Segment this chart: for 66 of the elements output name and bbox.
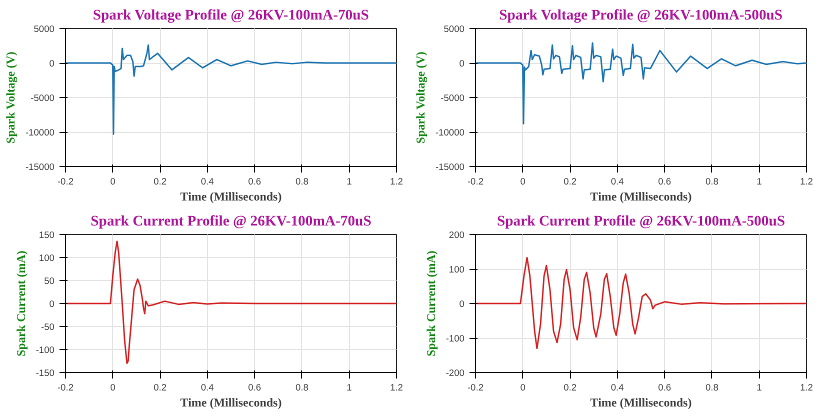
x-tick-label: 0.8 xyxy=(295,382,308,392)
x-tick-label: 0.8 xyxy=(295,176,308,186)
x-axis-title: Time (Milliseconds) xyxy=(180,396,282,410)
x-tick-label: 0.2 xyxy=(154,176,167,186)
y-tick-label: 50 xyxy=(44,276,55,286)
y-tick-label: 0 xyxy=(459,58,465,68)
y-tick-label: 0 xyxy=(49,299,55,309)
x-tick-label: 1.2 xyxy=(390,382,403,392)
y-tick-label: 5000 xyxy=(444,24,465,34)
y-axis-title: Spark Current (mA) xyxy=(424,250,438,356)
x-tick-label: 0 xyxy=(110,382,116,392)
x-tick-label: 0.2 xyxy=(154,382,167,392)
x-tick-label: -0.2 xyxy=(57,382,74,392)
chart-title: Spark Current Profile @ 26KV-100mA-70uS xyxy=(90,214,372,230)
y-tick-label: -5000 xyxy=(30,93,54,103)
x-tick-label: -0.2 xyxy=(57,176,74,186)
x-tick-label: 0.8 xyxy=(705,382,718,392)
x-tick-label: 0.4 xyxy=(200,176,214,186)
y-tick-label: -200 xyxy=(446,368,464,378)
x-tick-label: 0.2 xyxy=(564,382,577,392)
y-tick-label: -5000 xyxy=(440,93,464,103)
x-tick-label: 1 xyxy=(756,382,762,392)
x-tick-label: 1.2 xyxy=(800,176,813,186)
x-axis-title: Time (Milliseconds) xyxy=(590,396,692,410)
x-tick-label: 0 xyxy=(520,382,526,392)
x-tick-label: -0.2 xyxy=(467,382,484,392)
y-axis-title: Spark Current (mA) xyxy=(14,250,28,356)
x-axis-title: Time (Milliseconds) xyxy=(180,190,282,204)
x-tick-label: 0.6 xyxy=(248,382,262,392)
x-tick-label: 0.8 xyxy=(705,176,718,186)
chart-title: Spark Voltage Profile @ 26KV-100mA-70uS xyxy=(92,8,369,24)
x-tick-label: 0.6 xyxy=(248,176,262,186)
y-axis-title: Spark Voltage (V) xyxy=(413,52,428,144)
y-tick-label: -15000 xyxy=(435,162,464,172)
y-tick-label: -150 xyxy=(36,368,54,378)
y-tick-label: -10000 xyxy=(435,128,464,138)
x-tick-label: 1 xyxy=(756,176,762,186)
x-tick-label: 1.2 xyxy=(390,176,403,186)
x-tick-label: 1.2 xyxy=(800,382,813,392)
y-tick-label: -10000 xyxy=(25,128,54,138)
x-tick-label: -0.2 xyxy=(467,176,484,186)
x-tick-label: 0.6 xyxy=(658,382,672,392)
x-tick-label: 1 xyxy=(346,382,352,392)
x-tick-label: 0.6 xyxy=(658,176,672,186)
x-axis-title: Time (Milliseconds) xyxy=(590,190,692,204)
x-tick-label: 0.4 xyxy=(610,382,624,392)
y-tick-label: 200 xyxy=(448,230,465,240)
y-tick-label: -100 xyxy=(36,345,54,355)
x-tick-label: 0 xyxy=(110,176,116,186)
y-tick-label: -15000 xyxy=(25,162,54,172)
x-tick-label: 0.2 xyxy=(564,176,577,186)
y-tick-label: 150 xyxy=(38,230,55,240)
y-tick-label: -50 xyxy=(41,322,54,332)
chart-title: Spark Voltage Profile @ 26KV-100mA-500uS xyxy=(499,8,783,24)
x-tick-label: 0 xyxy=(520,176,526,186)
x-tick-label: 0.4 xyxy=(610,176,624,186)
x-tick-label: 0.4 xyxy=(200,382,214,392)
x-tick-label: 1 xyxy=(346,176,352,186)
y-tick-label: 0 xyxy=(459,299,465,309)
y-tick-label: 5000 xyxy=(34,24,55,34)
y-tick-label: 100 xyxy=(448,264,465,274)
y-tick-label: 0 xyxy=(49,58,55,68)
y-axis-title: Spark Voltage (V) xyxy=(3,52,18,144)
y-tick-label: 100 xyxy=(38,253,55,263)
y-tick-label: -100 xyxy=(446,334,464,344)
chart-title: Spark Current Profile @ 26KV-100mA-500uS xyxy=(496,214,786,230)
